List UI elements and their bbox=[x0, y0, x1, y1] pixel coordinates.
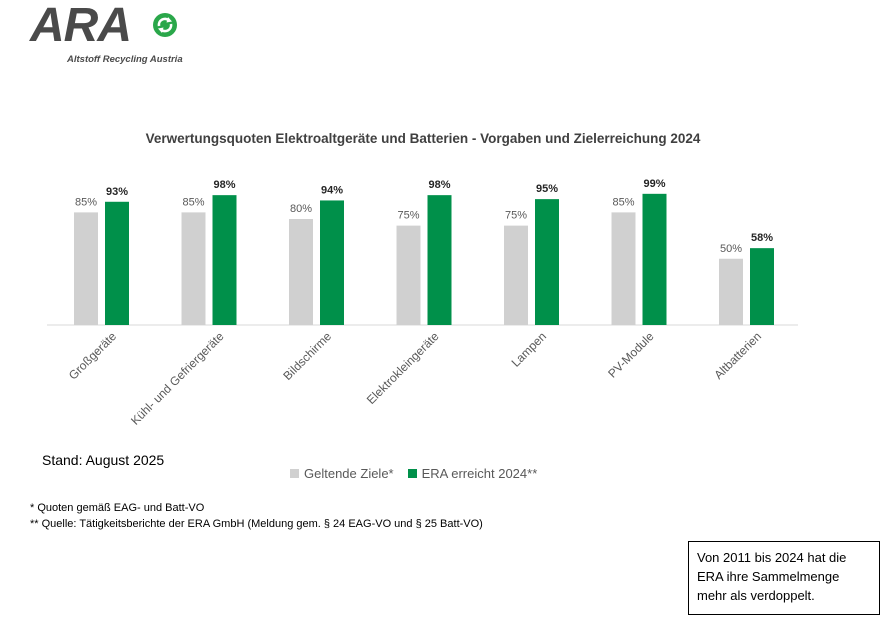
category-label-3: Elektrokleingeräte bbox=[364, 329, 442, 407]
chart-legend: Geltende Ziele* ERA erreicht 2024** bbox=[290, 466, 551, 481]
bar-era-3 bbox=[427, 195, 452, 325]
bar-era-2 bbox=[320, 200, 344, 325]
footnote-1: * Quoten gemäß EAG- und Batt-VO bbox=[30, 502, 205, 514]
bar-era-1 bbox=[212, 195, 237, 325]
stand-date: Stand: August 2025 bbox=[42, 452, 165, 468]
legend-item-era: ERA erreicht 2024** bbox=[407, 466, 538, 481]
data-label-era-1: 98% bbox=[213, 179, 235, 191]
bar-era-6 bbox=[750, 248, 774, 325]
bar-ziele-4 bbox=[504, 225, 528, 325]
chart-title: Verwertungsquoten Elektroaltgeräte und B… bbox=[146, 131, 701, 146]
category-label-2: Bildschirme bbox=[280, 329, 334, 383]
legend-swatch-era bbox=[407, 469, 417, 478]
legend-label-era: ERA erreicht 2024** bbox=[421, 466, 538, 481]
logo-subtitle: Altstoff Recycling Austria bbox=[67, 54, 183, 65]
bar-ziele-6 bbox=[719, 258, 743, 325]
legend-swatch-ziele bbox=[290, 469, 299, 478]
recycling-icon bbox=[153, 13, 177, 37]
bar-era-5 bbox=[642, 193, 667, 325]
data-label-era-2: 94% bbox=[321, 184, 343, 196]
category-label-0: Großgeräte bbox=[66, 329, 120, 383]
legend-item-ziele: Geltende Ziele* bbox=[290, 466, 394, 481]
category-label-5: PV-Module bbox=[605, 329, 657, 381]
bar-era-4 bbox=[535, 199, 559, 325]
data-label-era-6: 58% bbox=[751, 232, 773, 244]
data-label-ziele-1: 85% bbox=[182, 196, 204, 208]
data-label-era-5: 99% bbox=[643, 178, 665, 190]
data-label-ziele-2: 80% bbox=[290, 203, 312, 215]
category-label-4: Lampen bbox=[509, 329, 550, 370]
ara-logo: ARA Altstoff Recycling Austria bbox=[30, 0, 190, 66]
category-label-1: Kühl- und Gefriergeräte bbox=[128, 329, 227, 428]
legend-label-ziele: Geltende Ziele* bbox=[304, 466, 394, 481]
bar-ziele-0 bbox=[74, 212, 98, 325]
data-label-ziele-3: 75% bbox=[397, 210, 419, 222]
footnote-2: ** Quelle: Tätigkeitsberichte der ERA Gm… bbox=[30, 518, 483, 530]
logo-text: ARA bbox=[30, 0, 132, 52]
data-label-era-3: 98% bbox=[428, 179, 450, 191]
bar-ziele-2 bbox=[289, 219, 313, 325]
data-label-era-4: 95% bbox=[536, 183, 558, 195]
bar-ziele-3 bbox=[396, 225, 421, 325]
bar-ziele-1 bbox=[181, 212, 206, 325]
bar-ziele-5 bbox=[611, 212, 636, 325]
data-label-ziele-4: 75% bbox=[505, 210, 527, 222]
data-label-ziele-6: 50% bbox=[720, 243, 742, 255]
recycling-quota-chart: Verwertungsquoten Elektroaltgeräte und B… bbox=[47, 131, 798, 428]
data-label-ziele-0: 85% bbox=[75, 196, 97, 208]
category-label-6: Altbatterien bbox=[711, 329, 764, 382]
data-label-era-0: 93% bbox=[106, 186, 128, 198]
data-label-ziele-5: 85% bbox=[612, 196, 634, 208]
bar-era-0 bbox=[105, 201, 129, 325]
info-box: Von 2011 bis 2024 hat die ERA ihre Samme… bbox=[688, 541, 880, 615]
